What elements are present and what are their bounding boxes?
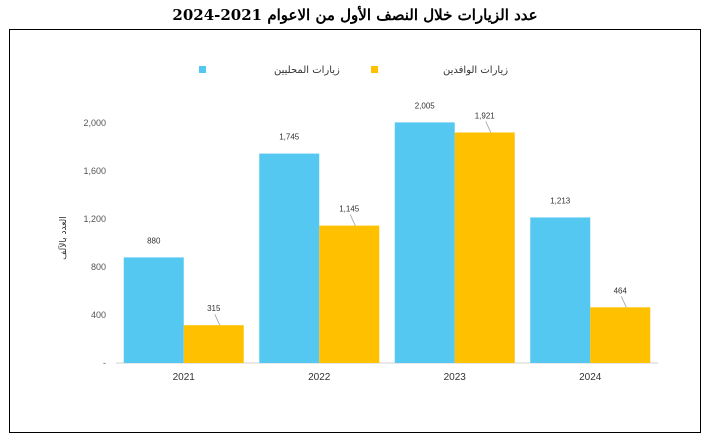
x-tick-label: 2023	[444, 372, 467, 383]
legend-swatch	[371, 66, 378, 73]
y-tick-label: 400	[91, 310, 106, 320]
legend-swatch	[199, 66, 206, 73]
data-label-leader	[620, 296, 627, 308]
x-tick-label: 2022	[308, 372, 331, 383]
data-label: 464	[614, 286, 628, 295]
bar-visitors-2023	[454, 132, 515, 363]
data-label-leader	[349, 214, 356, 226]
y-tick-label: 2,000	[83, 118, 106, 128]
data-label: 315	[207, 304, 221, 313]
bar-locals-2021	[123, 257, 184, 363]
data-label: 1,213	[550, 196, 571, 205]
data-label: 1,921	[475, 111, 496, 120]
bar-locals-2023	[394, 122, 455, 364]
bar-locals-2024	[530, 217, 591, 363]
bar-visitors-2021	[183, 325, 244, 363]
y-axis-label: العدد بالآلف	[57, 216, 69, 260]
y-tick-label: 1,200	[83, 214, 106, 224]
bar-visitors-2022	[319, 225, 380, 363]
data-label: 1,145	[339, 205, 360, 214]
chart-title: عدد الزيارات خلال النصف الأول من الاعوام…	[172, 6, 538, 24]
data-label-leader	[485, 121, 492, 133]
data-label: 880	[147, 236, 161, 245]
y-tick-label: -	[103, 358, 106, 368]
legend-label: زيارات الوافدين	[443, 65, 508, 76]
data-label: 2,005	[415, 101, 436, 110]
legend-label: زيارات المحليين	[274, 65, 340, 76]
x-tick-label: 2024	[579, 372, 602, 383]
bar-visitors-2024	[590, 307, 651, 363]
y-tick-label: 1,600	[83, 166, 106, 176]
data-label-leader	[214, 314, 221, 326]
data-label: 1,745	[279, 133, 300, 142]
bar-locals-2022	[259, 153, 320, 363]
x-tick-label: 2021	[173, 372, 196, 383]
y-tick-label: 800	[91, 262, 106, 272]
